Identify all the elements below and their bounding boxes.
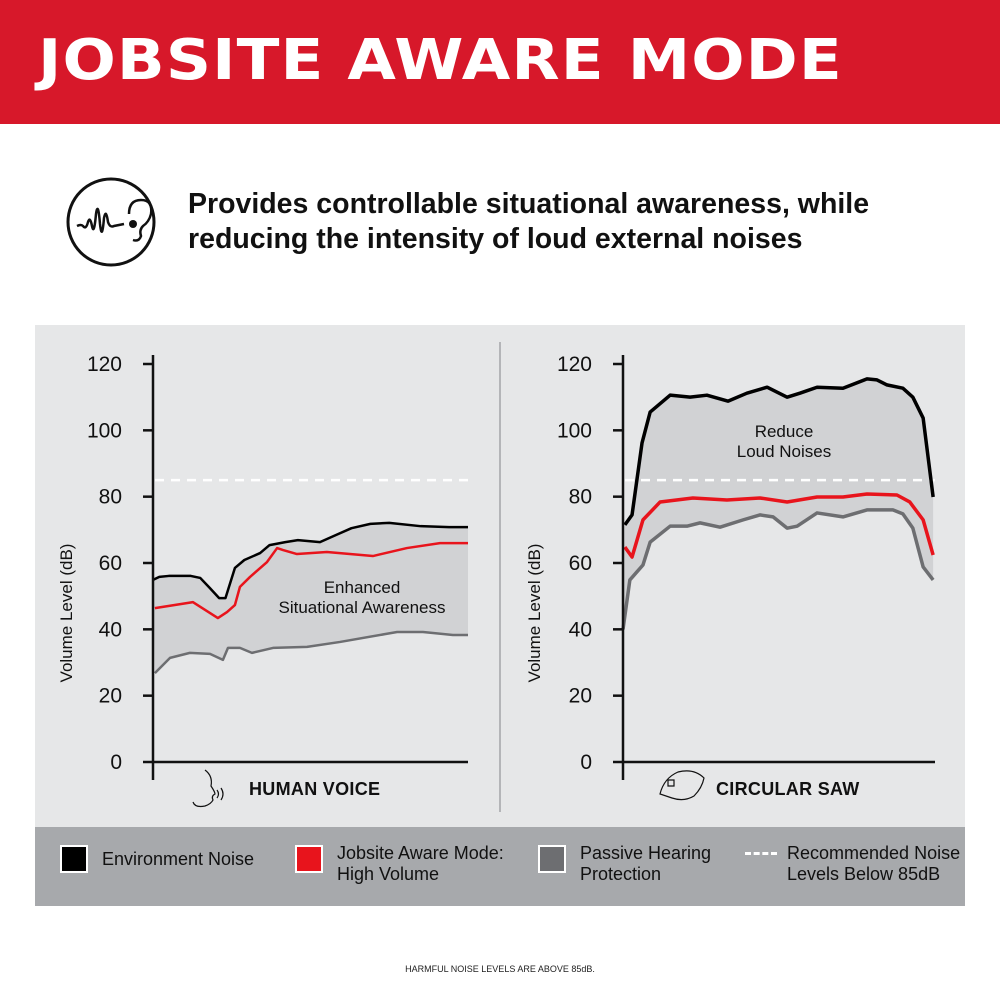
legend-label-threshold-1: Recommended Noise xyxy=(787,843,961,863)
y-tick-label: 20 xyxy=(569,685,592,708)
y-tick-label: 60 xyxy=(569,552,592,575)
legend-label-passive-2: Protection xyxy=(580,864,662,884)
shaded-region xyxy=(623,378,934,630)
category-label-human-voice: HUMAN VOICE xyxy=(249,779,381,799)
legend-label-threshold: Recommended Noise Levels Below 85dB xyxy=(787,843,960,885)
legend-swatch-environment xyxy=(60,845,88,873)
series-line-0 xyxy=(152,521,468,600)
annotation-text: Loud Noises xyxy=(737,442,832,461)
y-tick-label: 120 xyxy=(87,353,122,376)
y-tick-label: 0 xyxy=(110,751,122,774)
y-tick-label: 60 xyxy=(99,552,122,575)
y-tick-label: 40 xyxy=(99,618,122,641)
y-tick-label: 100 xyxy=(557,419,592,442)
y-tick-label: 100 xyxy=(87,419,122,442)
annotation-text: Reduce xyxy=(755,422,814,441)
subtitle-line-1: Provides controllable situational awaren… xyxy=(188,188,870,220)
legend-swatch-threshold xyxy=(745,852,777,855)
legend-label-environment: Environment Noise xyxy=(102,849,255,869)
y-tick-label: 20 xyxy=(99,685,122,708)
header-banner: JOBSITE AWARE MODE xyxy=(0,0,1000,124)
circular-saw-icon xyxy=(659,770,705,801)
y-axis-label: Volume Level (dB) xyxy=(525,544,544,683)
shaded-region xyxy=(153,522,468,674)
y-tick-label: 80 xyxy=(99,486,122,509)
legend-swatch-jobsite xyxy=(295,845,323,873)
series-line-2 xyxy=(154,630,468,674)
series-line-1 xyxy=(623,492,935,559)
legend-label-jobsite: Jobsite Aware Mode: High Volume xyxy=(337,843,504,885)
chart-0: 0 20 40 60 80 100 120 Volume Level (dB) Enhanced… xyxy=(57,353,468,808)
y-tick-label: 0 xyxy=(580,751,592,774)
legend-label-passive: Passive Hearing Protection xyxy=(580,843,711,885)
legend-label-threshold-2: Levels Below 85dB xyxy=(787,864,941,884)
series-line-2 xyxy=(621,508,935,630)
y-tick-label: 80 xyxy=(569,486,592,509)
legend-label-passive-1: Passive Hearing xyxy=(580,843,712,863)
footer-note: HARMFUL NOISE LEVELS ARE ABOVE 85dB. xyxy=(405,964,595,974)
series-line-1 xyxy=(154,541,468,620)
legend xyxy=(35,827,965,906)
sound-waves-icon xyxy=(216,787,224,801)
y-axis-label: Volume Level (dB) xyxy=(57,544,76,683)
legend-swatch-passive xyxy=(538,845,566,873)
category-label-circular-saw: CIRCULAR SAW xyxy=(716,779,860,799)
y-tick-label: 120 xyxy=(557,353,592,376)
chart-1: 0 20 40 60 80 100 120 Volume Level (dB) ReduceLo… xyxy=(525,353,935,801)
page-title: JOBSITE AWARE MODE xyxy=(38,28,843,93)
ear-soundwave-icon xyxy=(66,177,156,267)
legend-label-jobsite-2: High Volume xyxy=(337,864,440,884)
legend-label-jobsite-1: Jobsite Aware Mode: xyxy=(337,843,504,863)
series-line-0 xyxy=(623,377,935,526)
annotation-text: Situational Awareness xyxy=(279,598,446,617)
subtitle: Provides controllable situational awaren… xyxy=(188,187,869,257)
y-tick-label: 40 xyxy=(569,618,592,641)
subtitle-line-2: reducing the intensity of loud external … xyxy=(188,223,803,255)
annotation-text: Enhanced xyxy=(324,578,401,597)
human-voice-icon xyxy=(192,769,216,808)
